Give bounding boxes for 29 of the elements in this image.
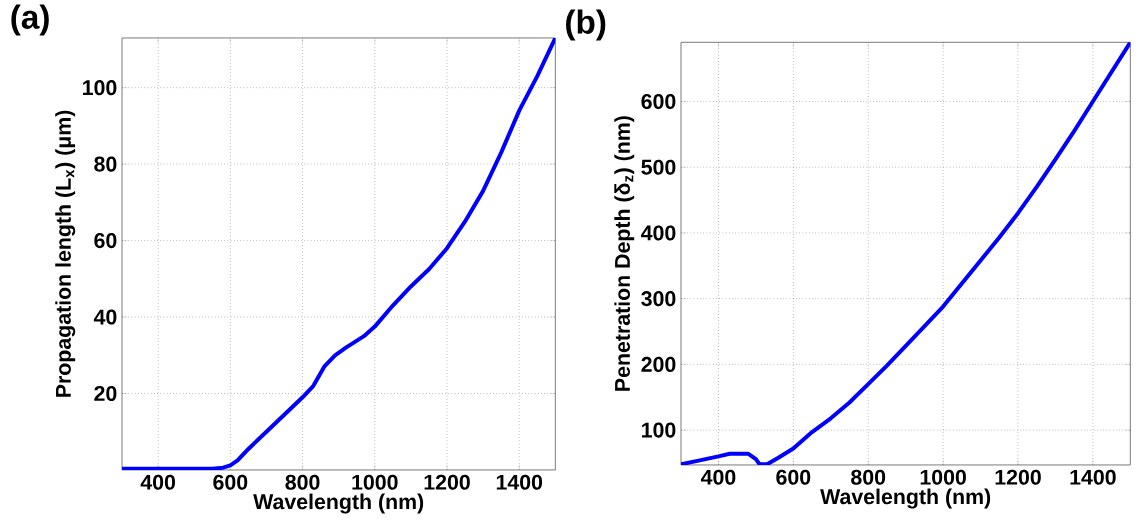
y-tick-label: 500	[641, 159, 676, 175]
x-tick-label: 1000	[920, 469, 966, 485]
x-tick-label: 800	[851, 469, 886, 485]
y-tick-label: 20	[94, 385, 117, 402]
y-tick-label: 400	[641, 225, 676, 241]
x-axis-title: Wavelength (nm)	[820, 488, 991, 509]
x-tick-label: 1400	[496, 474, 543, 490]
chart-title: (a)	[11, 4, 49, 36]
x-tick-label: 400	[140, 474, 176, 490]
y-tick-label: 40	[93, 309, 117, 325]
y-tick-label: 60	[94, 233, 117, 249]
y-tick-label: 300	[641, 291, 676, 307]
x-tick-label: 1200	[995, 469, 1041, 485]
x-tick-label: 1000	[352, 474, 398, 490]
y-tick-label: 80	[94, 156, 117, 172]
y-axis-title: Propagation length (L$_{x}$) (μm)	[55, 110, 76, 397]
x-tick-label: 800	[285, 474, 320, 490]
x-tick-label: 1400	[1070, 469, 1116, 485]
y-tick-label: 100	[83, 80, 117, 96]
y-axis-title: Penetration Depth (δ$_{z}$) (nm)	[614, 116, 635, 391]
x-axis-title: Wavelength (nm)	[253, 493, 424, 514]
x-tick-label: 600	[776, 469, 811, 485]
chart-title: (b)	[566, 9, 606, 41]
y-tick-label: 200	[641, 356, 676, 372]
x-tick-label: 600	[213, 474, 248, 490]
x-tick-label: 400	[700, 469, 736, 485]
y-tick-label: 600	[641, 93, 676, 110]
x-tick-label: 1200	[424, 474, 470, 490]
y-tick-label: 100	[642, 422, 676, 438]
